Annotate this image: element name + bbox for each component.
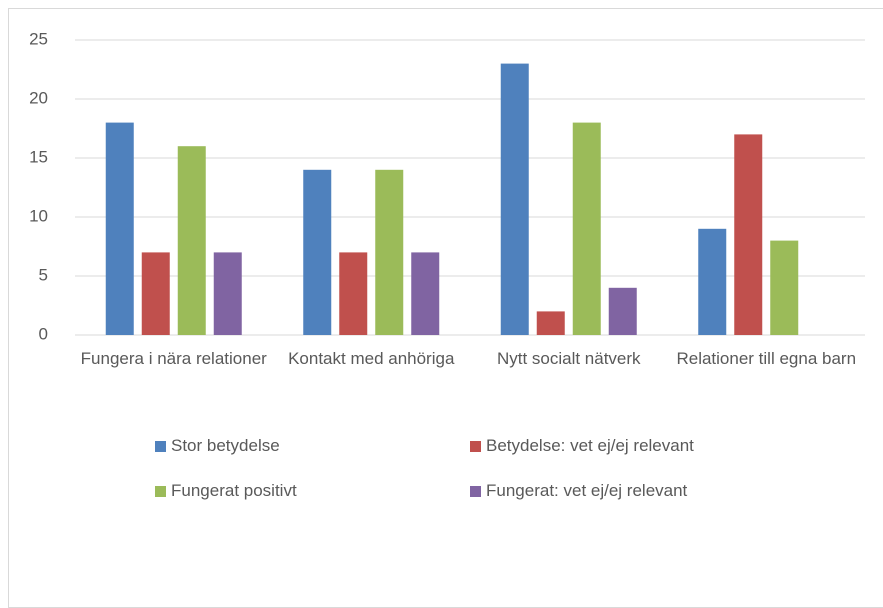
legend-label: Stor betydelse bbox=[171, 436, 280, 455]
legend-item: Fungerat: vet ej/ej relevant bbox=[470, 481, 687, 501]
legend-swatch bbox=[155, 440, 166, 452]
bar bbox=[177, 146, 206, 335]
legend-swatch bbox=[155, 485, 166, 497]
legend-label: Fungerat positivt bbox=[171, 481, 297, 500]
legend-swatch bbox=[470, 440, 481, 452]
chart: 0 5 10 15 20 25 bbox=[29, 29, 865, 343]
x-tick-label: Nytt socialt nätverk bbox=[496, 349, 641, 368]
y-tick-label: 0 bbox=[39, 324, 48, 343]
bar bbox=[572, 122, 601, 335]
legend-item: Betydelse: vet ej/ej relevant bbox=[470, 436, 694, 456]
bar bbox=[536, 311, 565, 335]
x-tick-label: Kontakt med anhöriga bbox=[288, 349, 455, 368]
legend-swatch bbox=[470, 485, 481, 497]
y-tick-label: 15 bbox=[29, 147, 48, 166]
bar bbox=[770, 240, 799, 335]
page: {"chart_data": {"type": "bar", "categori… bbox=[8, 8, 883, 608]
legend-label: Betydelse: vet ej/ej relevant bbox=[486, 436, 694, 455]
bar bbox=[375, 169, 404, 335]
legend-item: Stor betydelse bbox=[155, 436, 280, 456]
bar bbox=[500, 63, 529, 335]
bar bbox=[608, 287, 637, 335]
y-tick-label: 5 bbox=[39, 265, 48, 284]
bar bbox=[411, 252, 440, 335]
legend-item: Fungerat positivt bbox=[155, 481, 297, 501]
y-tick-label: 20 bbox=[29, 88, 48, 107]
legend-label: Fungerat: vet ej/ej relevant bbox=[486, 481, 688, 500]
y-tick-label: 10 bbox=[29, 206, 48, 225]
bar bbox=[734, 134, 763, 335]
x-tick-label: Relationer till egna barn bbox=[676, 349, 857, 368]
bar bbox=[213, 252, 242, 335]
bar bbox=[339, 252, 368, 335]
x-tick-label: Fungera i nära relationer bbox=[80, 349, 267, 368]
bar bbox=[141, 252, 170, 335]
bar bbox=[303, 169, 332, 335]
bar bbox=[698, 228, 727, 335]
y-tick-label: 25 bbox=[29, 29, 48, 48]
bar bbox=[105, 122, 134, 335]
